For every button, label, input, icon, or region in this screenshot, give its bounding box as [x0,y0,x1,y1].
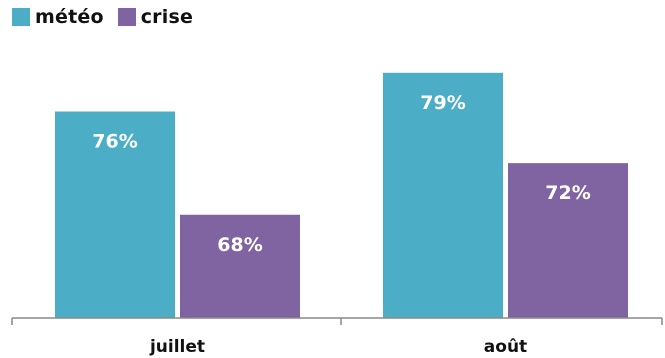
bar-meteo-aout [383,72,503,318]
value-label-meteo-aout: 79% [420,92,465,114]
legend-label-meteo: météo [35,6,104,28]
legend-label-crise: crise [140,6,194,28]
legend-swatch-meteo [12,8,30,26]
legend-swatch-crise [117,8,136,26]
bar-meteo-juillet [55,111,175,319]
bar-crise-aout [508,163,628,318]
value-label-crise-juillet: 68% [217,234,262,256]
value-label-crise-aout: 72% [545,182,590,204]
legend-item-meteo: météo [12,6,104,28]
category-label-aout: août [484,337,527,357]
legend: météo crise [12,6,193,28]
legend-item-crise: crise [117,6,194,28]
bar-crise-juillet [180,214,300,318]
category-label-juillet: juillet [149,337,205,357]
value-label-meteo-juillet: 76% [92,131,137,153]
